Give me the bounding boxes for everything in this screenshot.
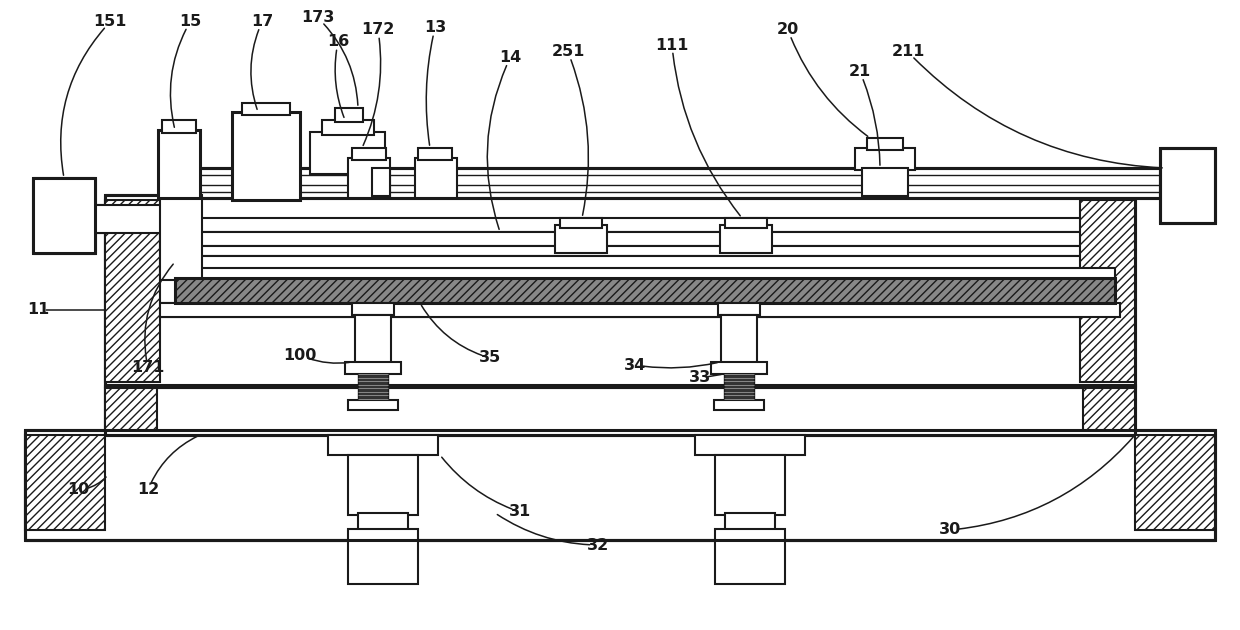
Bar [715, 529, 785, 584]
Bar [1135, 435, 1215, 530]
Text: 171: 171 [131, 360, 165, 375]
Bar [160, 303, 1120, 317]
Bar [160, 232, 1090, 246]
Bar [33, 178, 95, 253]
Bar [415, 158, 458, 198]
Bar [25, 435, 105, 530]
Text: 30: 30 [939, 522, 961, 537]
Text: 34: 34 [624, 357, 646, 372]
Text: 172: 172 [361, 23, 394, 38]
Text: 35: 35 [479, 350, 501, 365]
Bar [232, 112, 300, 200]
Text: 151: 151 [93, 14, 126, 30]
Bar [335, 108, 363, 122]
Text: 15: 15 [179, 14, 201, 30]
Bar [724, 374, 754, 404]
Bar [105, 195, 1135, 387]
Bar [715, 455, 785, 515]
Text: 20: 20 [777, 23, 799, 38]
Text: 31: 31 [508, 505, 531, 520]
Text: 173: 173 [301, 11, 335, 25]
Bar [1080, 200, 1135, 382]
Bar [162, 120, 196, 133]
Text: 100: 100 [283, 348, 316, 362]
Bar [348, 158, 391, 198]
Bar [345, 362, 401, 374]
Bar [725, 513, 775, 531]
Bar [95, 205, 167, 233]
Text: 12: 12 [136, 483, 159, 498]
Text: 13: 13 [424, 21, 446, 35]
Bar [348, 455, 418, 515]
Bar [105, 385, 1135, 435]
Bar [348, 400, 398, 410]
Bar [310, 132, 384, 174]
Text: 14: 14 [498, 50, 521, 66]
Bar [157, 130, 200, 198]
Bar [242, 103, 290, 115]
Bar [160, 195, 202, 280]
Bar [556, 225, 608, 253]
Bar [358, 513, 408, 531]
Text: 10: 10 [67, 483, 89, 498]
Text: 251: 251 [552, 45, 585, 59]
Bar [560, 218, 601, 228]
Bar [725, 218, 768, 228]
Bar [862, 168, 908, 196]
Bar [352, 148, 386, 160]
Bar [867, 138, 903, 150]
Text: 32: 32 [587, 537, 609, 553]
Bar [372, 168, 391, 196]
Bar [160, 168, 1159, 198]
Bar [718, 303, 760, 315]
Bar [329, 435, 438, 455]
Text: 33: 33 [689, 370, 711, 386]
Text: 16: 16 [327, 35, 350, 50]
Bar [348, 529, 418, 584]
Bar [160, 246, 1090, 256]
Bar [1083, 388, 1135, 430]
Text: 17: 17 [250, 14, 273, 30]
Bar [322, 120, 374, 135]
Bar [175, 268, 1115, 280]
Bar [175, 278, 1115, 303]
Bar [105, 388, 157, 430]
Text: 111: 111 [655, 38, 688, 52]
Text: 21: 21 [849, 64, 872, 79]
Bar [714, 400, 764, 410]
Bar [694, 435, 805, 455]
Bar [720, 315, 756, 365]
Bar [160, 256, 1090, 270]
Bar [720, 225, 773, 253]
Text: 211: 211 [892, 45, 925, 59]
Text: 11: 11 [27, 302, 50, 318]
Bar [355, 315, 391, 365]
Bar [1159, 148, 1215, 223]
Bar [352, 303, 394, 315]
Bar [105, 200, 160, 382]
Bar [711, 362, 768, 374]
Bar [856, 148, 915, 170]
Bar [25, 430, 1215, 540]
Bar [358, 374, 388, 404]
Bar [418, 148, 453, 160]
